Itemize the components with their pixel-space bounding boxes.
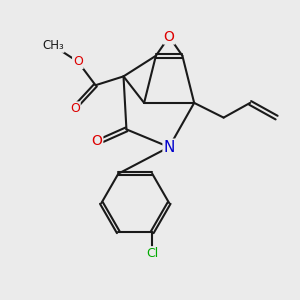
Text: O: O: [70, 102, 80, 115]
Text: O: O: [164, 30, 175, 44]
Text: N: N: [164, 140, 175, 154]
Text: O: O: [92, 134, 102, 148]
Text: CH₃: CH₃: [42, 39, 64, 52]
Text: Cl: Cl: [146, 247, 158, 260]
Text: O: O: [73, 55, 83, 68]
